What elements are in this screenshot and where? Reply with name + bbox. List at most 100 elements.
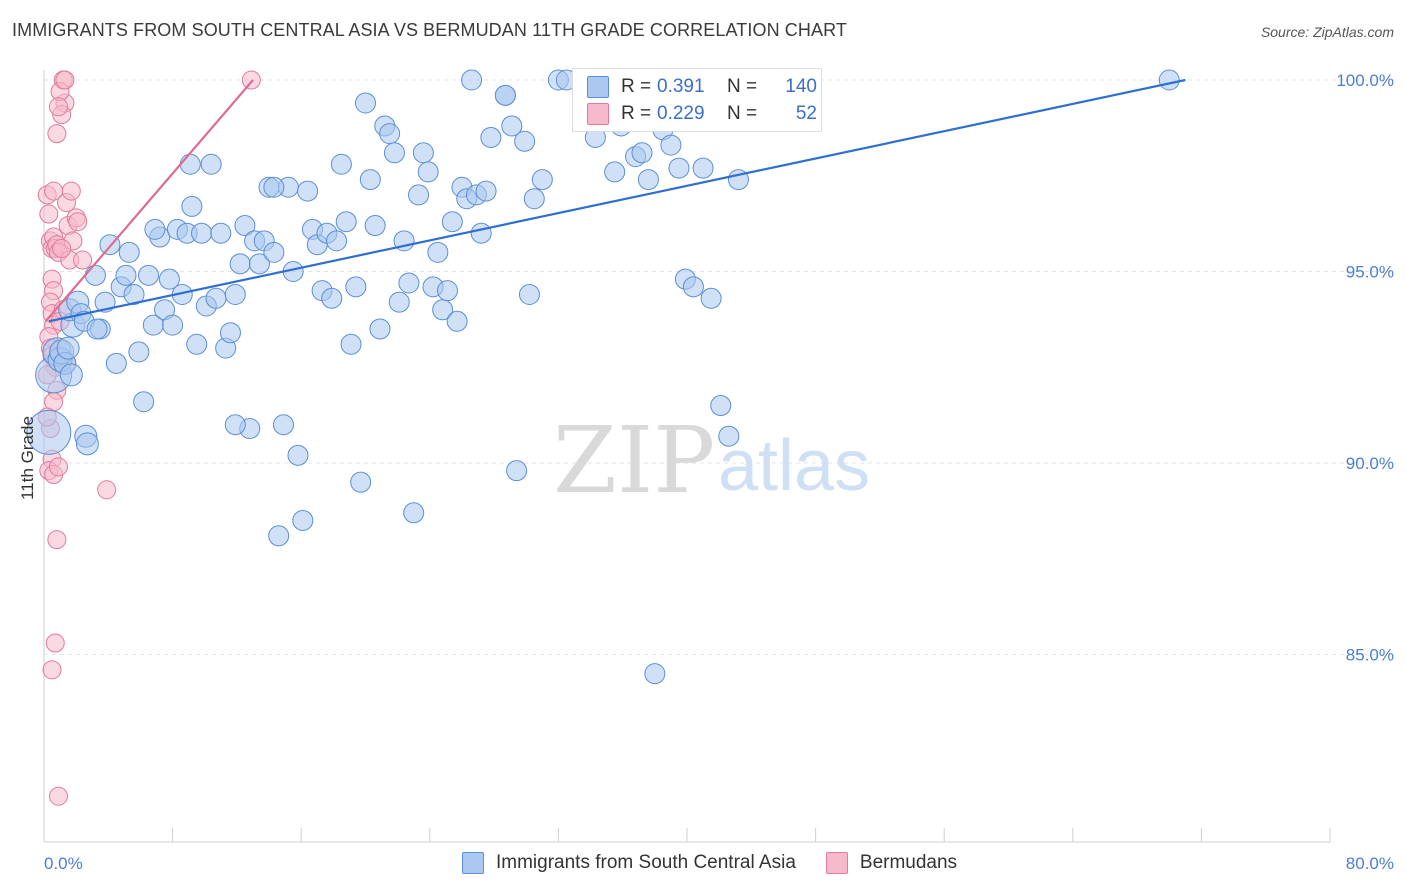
watermark-zip: ZIP [553,407,715,514]
immigrants-point-19 [105,352,127,374]
source-label: Source: ZipAtlas.com [1260,24,1394,40]
bermudans-point-28 [48,786,68,806]
bermudans-point-40 [97,480,117,500]
legend-item-immigrants[interactable]: Immigrants from South Central Asia [462,852,796,874]
bermudans-point-33 [47,124,67,144]
y-tick-labels: 85.0% 90.0% 95.0% 100.0% [1336,71,1394,665]
immigrants-point-131 [224,414,246,436]
legend-label-immigrants: Immigrants from South Central Asia [496,852,796,873]
immigrants-point-37 [191,222,213,244]
immigrants-point-23 [123,283,145,305]
immigrants-point-121 [682,276,704,298]
legend-label-bermudans: Bermudans [859,852,958,873]
n-value: 140 [785,76,817,97]
immigrants-point-49 [248,253,270,275]
immigrants-point-72 [359,169,381,191]
legend-swatch-blue [587,76,609,98]
immigrants-point-83 [412,142,434,164]
immigrants-point-45 [229,253,251,275]
immigrants-point-36 [186,333,208,355]
immigrants-point-122 [692,157,714,179]
immigrants-point-124 [710,395,732,417]
immigrants-point-73 [364,215,386,237]
bermudans-point-25 [47,530,67,550]
immigrants-point-21 [115,264,137,286]
immigrants-point-53 [268,525,290,547]
immigrants-point-133 [494,84,516,106]
immigrants-point-88 [436,280,458,302]
bermudans-point-1 [39,204,59,224]
immigrants-point-104 [531,169,553,191]
immigrants-point-6 [56,336,80,360]
immigrants-point-123 [700,287,722,309]
y-tick-label-100: 100.0% [1336,71,1394,90]
immigrants-point-44 [224,283,246,305]
r-value: 0.391 [657,76,705,97]
watermark: ZIP atlas [553,407,870,514]
gridlines [44,79,1394,655]
immigrants-point-69 [345,276,367,298]
immigrants-point-115 [637,169,659,191]
immigrants-point-58 [292,509,314,531]
bermudans-point-43 [61,181,81,201]
bermudans-point-27 [42,660,62,680]
r-label: R = [621,103,652,124]
bermudans-point-51 [68,212,88,232]
x-tick-label-max: 80.0% [1346,854,1394,873]
immigrants-point-52 [263,241,285,263]
immigrants-point-110 [604,161,626,183]
legend-row-immigrants: R = 0.391 N = 140 [587,74,817,100]
immigrants-point-78 [388,291,410,313]
r-value: 0.229 [657,103,705,124]
legend-item-bermudans[interactable]: Bermudans [825,852,958,874]
immigrants-point-128 [144,218,166,240]
immigrants-point-65 [326,230,348,252]
immigrants-point-40 [205,287,227,309]
y-tick-label-90: 90.0% [1346,454,1394,473]
bermudans-trend-line [44,79,254,323]
immigrants-point-81 [403,502,425,524]
immigrants-point-130 [263,176,285,198]
immigrants-point-66 [330,153,352,175]
bottom-legend: Immigrants from South Central Asia Bermu… [462,852,987,874]
bermudans-point-48 [52,239,72,259]
immigrants-point-96 [475,180,497,202]
immigrants-point-103 [523,188,545,210]
immigrants-point-46 [234,215,256,237]
immigrants-point-82 [408,184,430,206]
immigrants-point-132 [86,318,108,340]
bermudans-point-26 [45,633,65,653]
bermudans-point-45 [241,70,261,90]
immigrants-point-15 [84,264,106,286]
immigrants-point-80 [398,272,420,294]
immigrants-point-119 [668,157,690,179]
immigrants-point-86 [427,241,449,263]
immigrants-point-59 [297,180,319,202]
bermudans-points [37,70,261,806]
y-axis-label: 11th Grade [18,416,37,500]
legend-swatch-pink [587,103,609,125]
n-label: N = [727,103,758,124]
immigrants-point-93 [461,69,483,91]
immigrants-point-41 [210,222,232,244]
immigrants-point-7 [59,363,83,387]
immigrants-point-90 [446,310,468,332]
immigrants-point-118 [660,134,682,156]
stats-legend: R = 0.391 N = 140 R = 0.229 N = 52 [572,68,822,132]
immigrants-point-89 [441,211,463,233]
immigrants-point-0 [26,409,72,455]
r-label: R = [621,76,652,97]
n-label: N = [727,76,758,97]
immigrants-point-30 [158,268,180,290]
immigrants-trend-line [48,78,1186,323]
bermudans-point-46 [55,70,75,90]
immigrants-point-70 [350,471,372,493]
immigrants-point-102 [518,283,540,305]
immigrants-point-54 [273,414,295,436]
immigrants-point-68 [340,333,362,355]
immigrants-point-101 [514,130,536,152]
immigrants-point-31 [162,314,184,336]
immigrants-point-43 [219,322,241,344]
immigrants-point-57 [287,444,309,466]
